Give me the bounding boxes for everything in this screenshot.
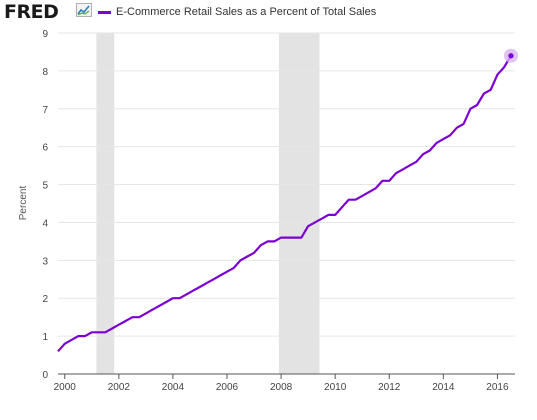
y-tick-label: 6 xyxy=(42,143,48,154)
recession-band xyxy=(96,33,115,374)
y-tick-label: 0 xyxy=(42,370,48,381)
y-tick-label: 3 xyxy=(42,256,48,267)
x-tick-label: 2014 xyxy=(432,382,455,393)
y-tick-label: 1 xyxy=(42,332,48,343)
x-tick-label: 2016 xyxy=(486,382,509,393)
x-tick-label: 2008 xyxy=(270,382,293,393)
y-tick-label: 5 xyxy=(42,181,48,192)
y-tick-label: 9 xyxy=(42,29,48,40)
fred-logo[interactable]: FRED xyxy=(4,1,59,23)
x-tick-label: 2004 xyxy=(162,382,185,393)
legend-item[interactable]: E-Commerce Retail Sales as a Percent of … xyxy=(98,5,376,19)
x-tick-label: 2006 xyxy=(216,382,239,393)
chart-header: FRED E-Commerce Retail Sales as a Percen… xyxy=(0,0,537,26)
y-tick-label: 2 xyxy=(42,294,48,305)
y-tick-label: 7 xyxy=(42,105,48,116)
legend-label: E-Commerce Retail Sales as a Percent of … xyxy=(116,6,377,18)
x-tick-label: 2012 xyxy=(378,382,401,393)
series-line[interactable] xyxy=(57,55,512,353)
y-axis-title: Percent xyxy=(18,186,29,221)
x-tick-label: 2010 xyxy=(324,382,347,393)
legend-swatch xyxy=(98,10,111,14)
x-tick-label: 2002 xyxy=(108,382,131,393)
trend-line-icon xyxy=(76,3,92,17)
x-tick-label: 2000 xyxy=(54,382,77,393)
y-tick-label: 4 xyxy=(42,218,48,229)
y-tick-label: 8 xyxy=(42,67,48,78)
recession-band xyxy=(278,33,320,374)
endpoint-marker[interactable] xyxy=(508,53,514,59)
